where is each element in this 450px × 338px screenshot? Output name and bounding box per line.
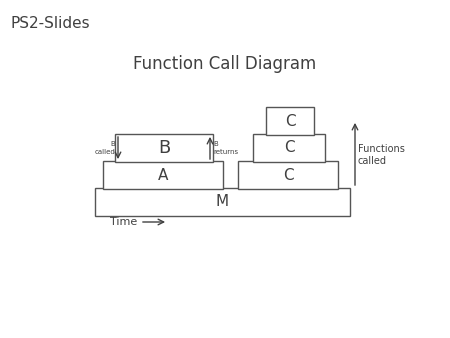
Bar <box>266 107 314 135</box>
Text: C: C <box>285 114 295 128</box>
Text: M: M <box>216 194 229 210</box>
Bar <box>253 134 325 162</box>
Text: Function Call Diagram: Function Call Diagram <box>133 55 317 73</box>
Text: C: C <box>284 141 294 155</box>
Text: B
returns: B returns <box>213 142 238 154</box>
Text: PS2-Slides: PS2-Slides <box>10 16 90 31</box>
Text: Time: Time <box>110 217 137 227</box>
Bar <box>103 161 223 189</box>
Text: B: B <box>158 139 170 157</box>
Text: A: A <box>158 168 168 183</box>
Bar <box>95 188 350 216</box>
Text: C: C <box>283 168 293 183</box>
Text: B
called: B called <box>94 142 115 154</box>
Text: Functions
called: Functions called <box>358 144 405 166</box>
Bar <box>115 134 213 162</box>
Bar <box>238 161 338 189</box>
